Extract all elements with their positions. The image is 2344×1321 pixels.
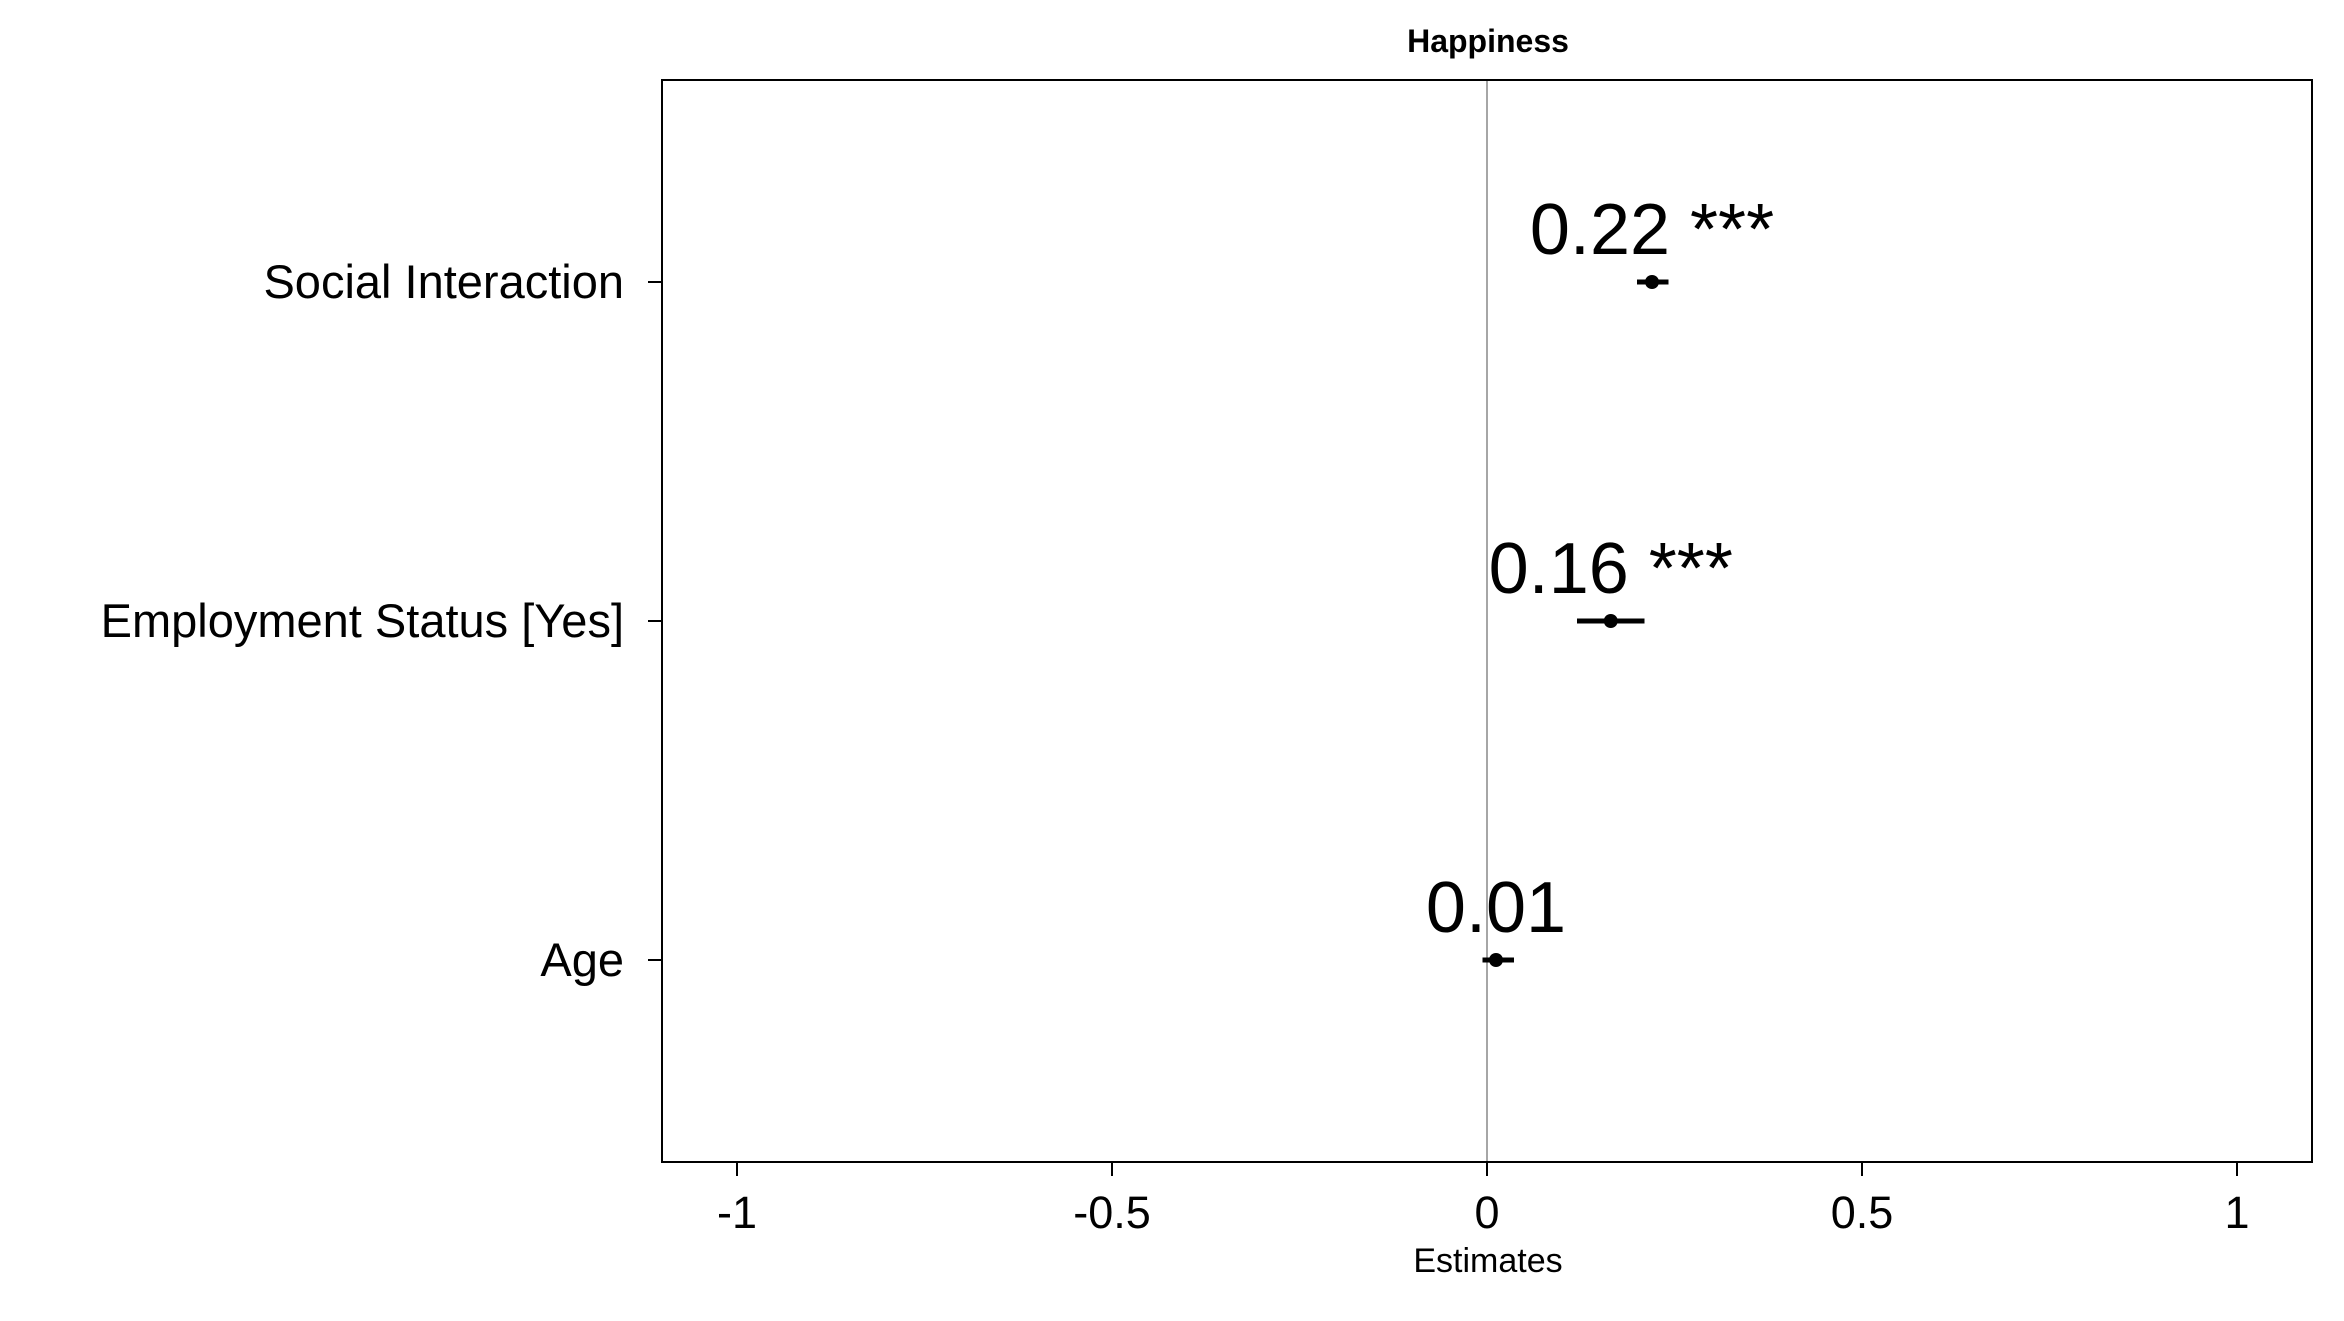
estimate-point [1645, 275, 1659, 289]
category-label: Social Interaction [263, 255, 624, 308]
estimate-point [1489, 953, 1503, 967]
category-label: Employment Status [Yes] [101, 594, 624, 647]
x-tick-label: -0.5 [1073, 1187, 1151, 1238]
x-tick-label: 0.5 [1831, 1187, 1894, 1238]
x-tick-label: 1 [2224, 1187, 2249, 1238]
estimate-label: 0.16 *** [1489, 529, 1733, 609]
x-tick-label: 0 [1474, 1187, 1499, 1238]
estimate-label: 0.22 *** [1530, 190, 1774, 270]
chart-title: Happiness [1407, 23, 1569, 59]
x-tick-label: -1 [717, 1187, 757, 1238]
category-label: Age [540, 933, 624, 986]
x-axis-title: Estimates [1413, 1242, 1562, 1280]
estimate-point [1603, 614, 1618, 628]
estimate-label: 0.01 [1426, 868, 1566, 948]
